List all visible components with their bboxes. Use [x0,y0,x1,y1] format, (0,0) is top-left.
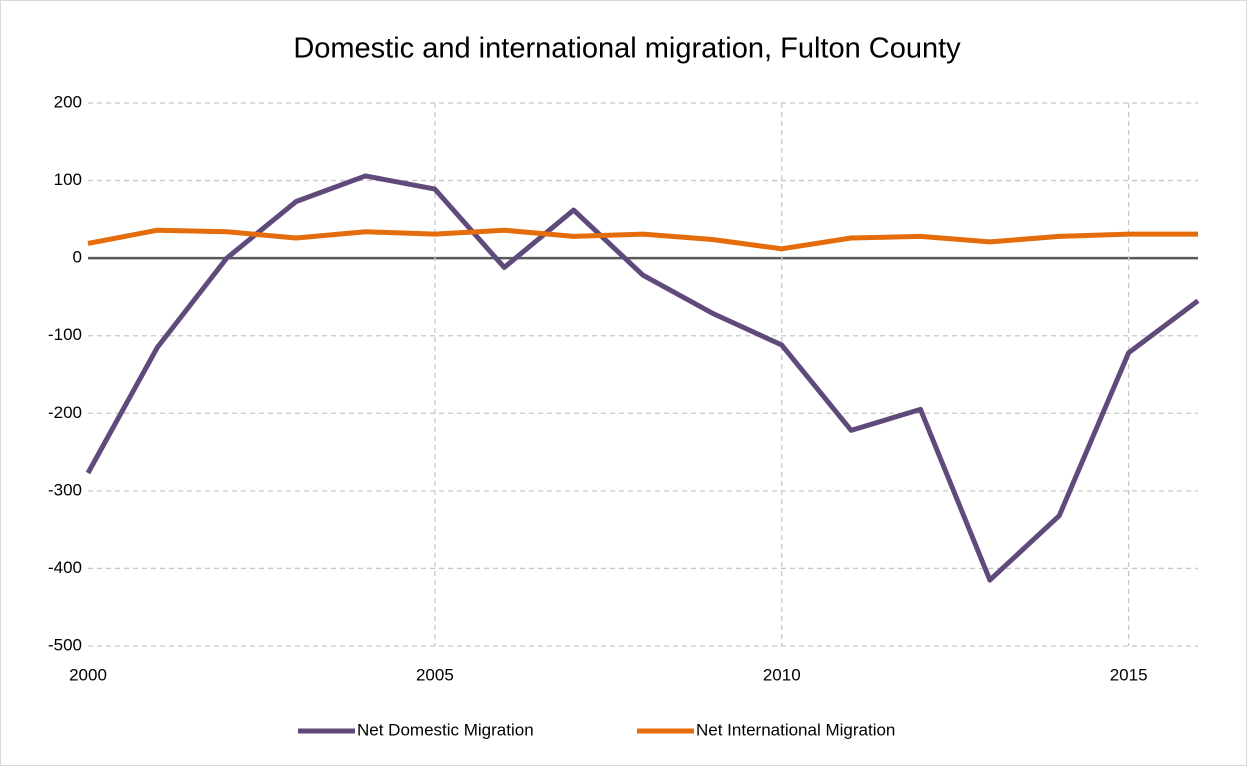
y-tick-label: 0 [73,248,82,267]
y-tick-label: 200 [54,92,82,111]
y-tick-label: -300 [48,480,82,499]
chart-title: Domestic and international migration, Fu… [293,33,961,65]
legend-label: Net Domestic Migration [357,720,534,739]
x-tick-label: 2015 [1110,665,1148,684]
x-tick-label: 2000 [69,665,107,684]
data-line [87,227,1198,252]
legend-label: Net International Migration [696,720,895,739]
y-tick-label: -400 [48,558,82,577]
y-tick-label: 100 [54,170,82,189]
y-tick-label: -100 [48,325,82,344]
x-tick-label: 2005 [416,665,454,684]
x-tick-label: 2010 [763,665,801,684]
y-tick-label: -500 [48,635,82,654]
y-tick-label: -200 [48,403,82,422]
data-line [85,173,1200,583]
